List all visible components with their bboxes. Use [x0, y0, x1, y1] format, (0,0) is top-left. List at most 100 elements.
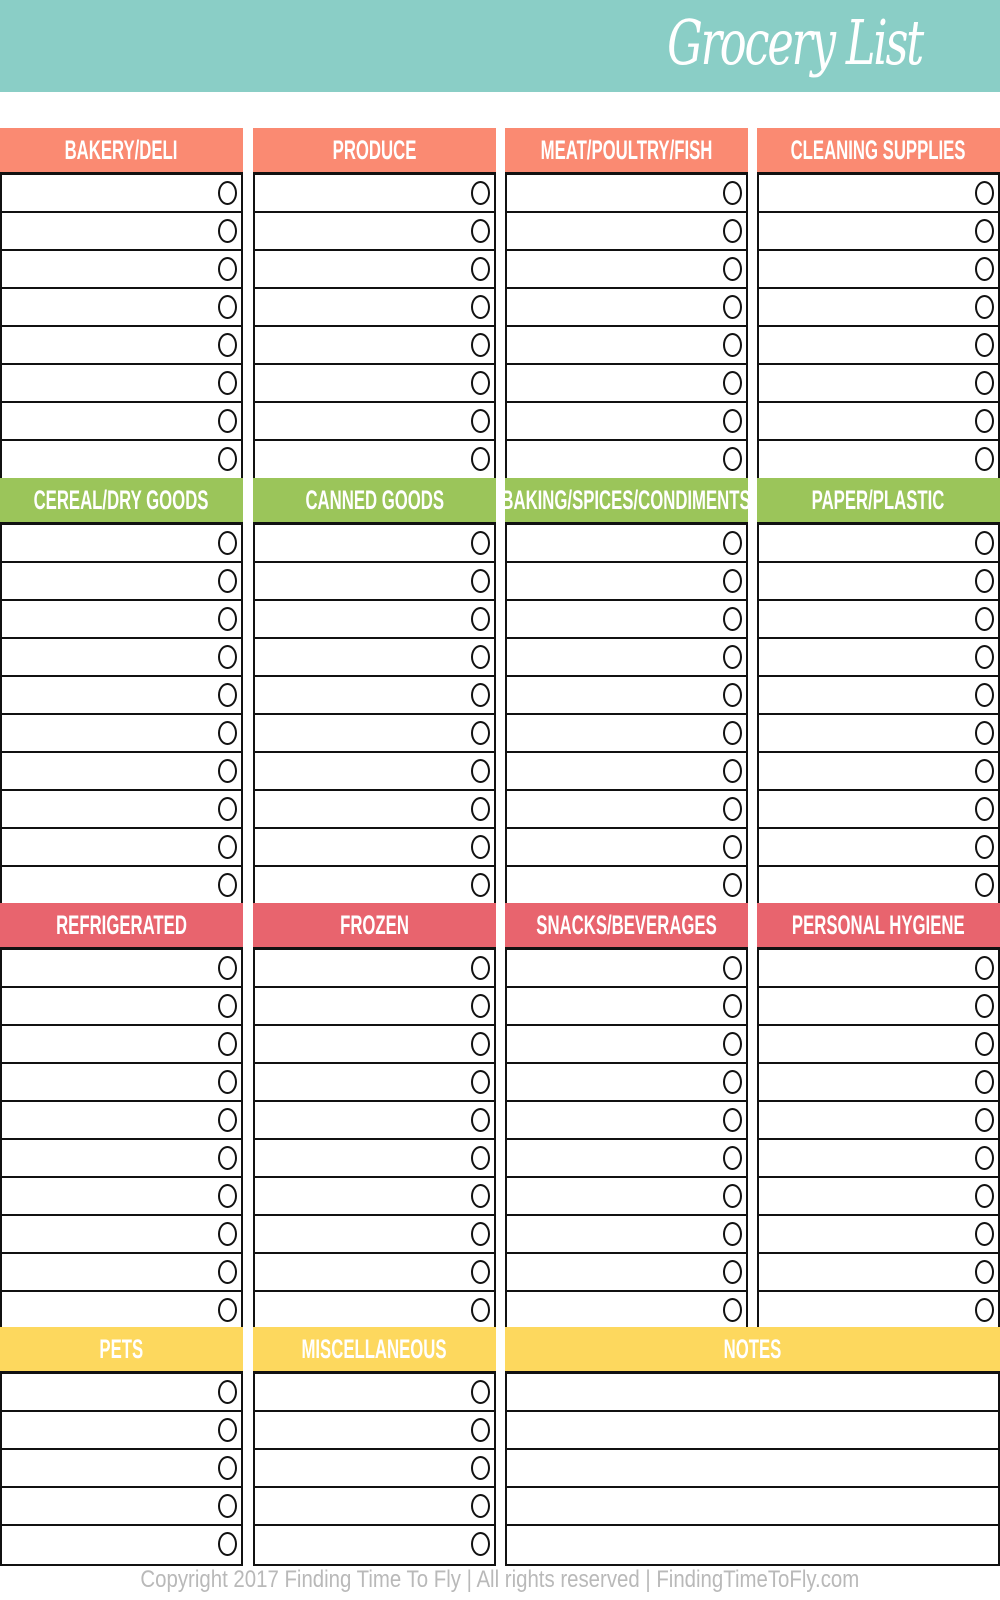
item-line[interactable]: [759, 1140, 998, 1178]
item-line[interactable]: [507, 1102, 746, 1140]
checkbox-circle-icon[interactable]: [218, 569, 237, 593]
item-line[interactable]: [507, 988, 746, 1026]
checkbox-circle-icon[interactable]: [471, 956, 490, 980]
item-line[interactable]: [507, 213, 746, 251]
checkbox-circle-icon[interactable]: [471, 1222, 490, 1246]
checkbox-circle-icon[interactable]: [723, 956, 742, 980]
item-line[interactable]: [255, 1374, 494, 1412]
checkbox-circle-icon[interactable]: [471, 1418, 490, 1442]
checkbox-circle-icon[interactable]: [975, 873, 994, 897]
checkbox-circle-icon[interactable]: [975, 1222, 994, 1246]
checkbox-circle-icon[interactable]: [723, 797, 742, 821]
checkbox-circle-icon[interactable]: [975, 409, 994, 433]
item-line[interactable]: [507, 1254, 746, 1292]
item-line[interactable]: [2, 1026, 241, 1064]
checkbox-circle-icon[interactable]: [218, 181, 237, 205]
item-line[interactable]: [759, 213, 998, 251]
checkbox-circle-icon[interactable]: [723, 759, 742, 783]
checkbox-circle-icon[interactable]: [471, 721, 490, 745]
item-line[interactable]: [507, 829, 746, 867]
item-line[interactable]: [2, 1064, 241, 1102]
item-line[interactable]: [2, 1102, 241, 1140]
checkbox-circle-icon[interactable]: [218, 683, 237, 707]
checkbox-circle-icon[interactable]: [471, 1184, 490, 1208]
checkbox-circle-icon[interactable]: [218, 1494, 237, 1518]
checkbox-circle-icon[interactable]: [471, 219, 490, 243]
checkbox-circle-icon[interactable]: [975, 607, 994, 631]
checkbox-circle-icon[interactable]: [975, 1184, 994, 1208]
checkbox-circle-icon[interactable]: [218, 994, 237, 1018]
item-line[interactable]: [759, 251, 998, 289]
checkbox-circle-icon[interactable]: [218, 1260, 237, 1284]
item-line[interactable]: [2, 1488, 241, 1526]
item-line[interactable]: [255, 1450, 494, 1488]
checkbox-circle-icon[interactable]: [723, 219, 742, 243]
item-line[interactable]: [759, 175, 998, 213]
checkbox-circle-icon[interactable]: [723, 409, 742, 433]
checkbox-circle-icon[interactable]: [471, 569, 490, 593]
checkbox-circle-icon[interactable]: [975, 1298, 994, 1322]
checkbox-circle-icon[interactable]: [471, 683, 490, 707]
item-line[interactable]: [255, 1412, 494, 1450]
item-line[interactable]: [759, 829, 998, 867]
item-line[interactable]: [507, 715, 746, 753]
item-line[interactable]: [507, 289, 746, 327]
item-line[interactable]: [759, 327, 998, 365]
checkbox-circle-icon[interactable]: [723, 1260, 742, 1284]
item-line[interactable]: [255, 988, 494, 1026]
item-line[interactable]: [507, 1178, 746, 1216]
item-line[interactable]: [507, 601, 746, 639]
item-line[interactable]: [2, 1178, 241, 1216]
checkbox-circle-icon[interactable]: [471, 994, 490, 1018]
checkbox-circle-icon[interactable]: [975, 759, 994, 783]
checkbox-circle-icon[interactable]: [218, 1184, 237, 1208]
checkbox-circle-icon[interactable]: [975, 994, 994, 1018]
item-line[interactable]: [2, 1254, 241, 1292]
checkbox-circle-icon[interactable]: [218, 956, 237, 980]
checkbox-circle-icon[interactable]: [471, 797, 490, 821]
item-line[interactable]: [255, 525, 494, 563]
item-line[interactable]: [2, 563, 241, 601]
checkbox-circle-icon[interactable]: [723, 1070, 742, 1094]
item-line[interactable]: [507, 563, 746, 601]
item-line[interactable]: [759, 639, 998, 677]
checkbox-circle-icon[interactable]: [975, 257, 994, 281]
item-line[interactable]: [255, 1526, 494, 1564]
notes-line[interactable]: [507, 1488, 998, 1526]
item-line[interactable]: [759, 1102, 998, 1140]
item-line[interactable]: [255, 753, 494, 791]
item-line[interactable]: [255, 715, 494, 753]
checkbox-circle-icon[interactable]: [723, 683, 742, 707]
item-line[interactable]: [255, 327, 494, 365]
item-line[interactable]: [2, 327, 241, 365]
item-line[interactable]: [759, 563, 998, 601]
checkbox-circle-icon[interactable]: [471, 295, 490, 319]
item-line[interactable]: [759, 715, 998, 753]
item-line[interactable]: [255, 950, 494, 988]
item-line[interactable]: [2, 365, 241, 403]
item-line[interactable]: [255, 639, 494, 677]
item-line[interactable]: [255, 1102, 494, 1140]
item-line[interactable]: [2, 988, 241, 1026]
checkbox-circle-icon[interactable]: [218, 835, 237, 859]
item-line[interactable]: [2, 753, 241, 791]
item-line[interactable]: [255, 867, 494, 905]
item-line[interactable]: [255, 1216, 494, 1254]
checkbox-circle-icon[interactable]: [218, 721, 237, 745]
item-line[interactable]: [507, 403, 746, 441]
checkbox-circle-icon[interactable]: [471, 531, 490, 555]
checkbox-circle-icon[interactable]: [723, 1108, 742, 1132]
checkbox-circle-icon[interactable]: [723, 835, 742, 859]
item-line[interactable]: [759, 950, 998, 988]
checkbox-circle-icon[interactable]: [975, 956, 994, 980]
checkbox-circle-icon[interactable]: [471, 835, 490, 859]
item-line[interactable]: [759, 753, 998, 791]
checkbox-circle-icon[interactable]: [471, 257, 490, 281]
checkbox-circle-icon[interactable]: [218, 759, 237, 783]
checkbox-circle-icon[interactable]: [218, 607, 237, 631]
item-line[interactable]: [759, 1064, 998, 1102]
item-line[interactable]: [507, 677, 746, 715]
checkbox-circle-icon[interactable]: [723, 1032, 742, 1056]
item-line[interactable]: [759, 867, 998, 905]
item-line[interactable]: [2, 1140, 241, 1178]
